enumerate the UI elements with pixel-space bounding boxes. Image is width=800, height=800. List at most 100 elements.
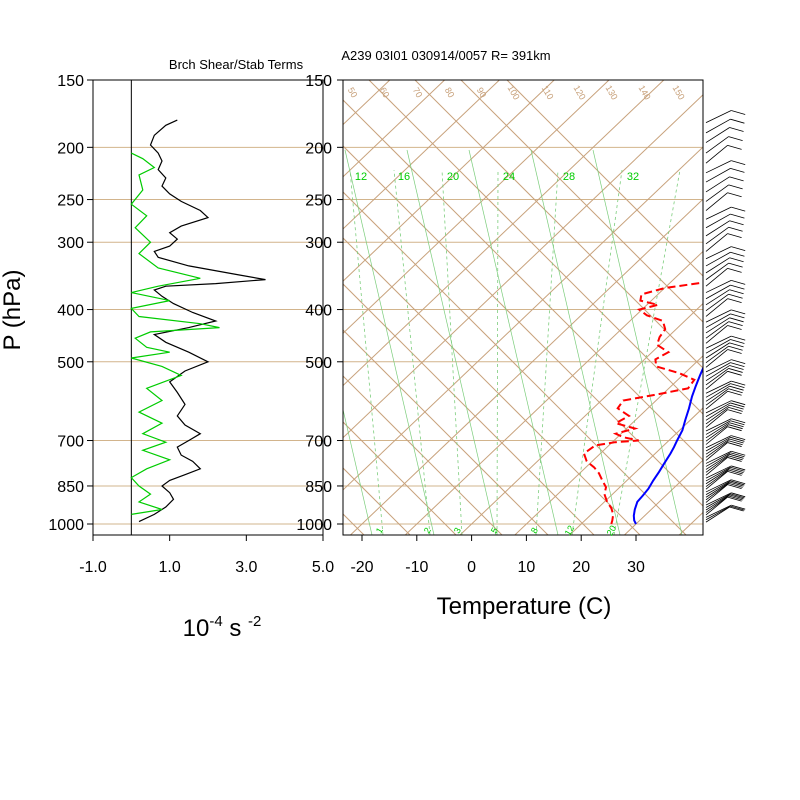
wind-barb-flag xyxy=(727,426,742,432)
wind-barb-staff xyxy=(705,457,728,476)
wind-barb-staff xyxy=(705,339,731,354)
left-series xyxy=(130,119,266,523)
unit-mid: s xyxy=(223,615,248,642)
wind-barb-flag xyxy=(729,365,744,370)
left-panel: 150 200 250 300 400 500 700 850 1000 -1.0 1.0 3.0 5… xyxy=(0,73,334,642)
wind-barb xyxy=(705,233,742,252)
wind-barb xyxy=(705,400,746,414)
wind-barb-flag xyxy=(729,317,744,323)
wind-barb-staff xyxy=(705,380,732,394)
theta-label: 70 xyxy=(411,86,425,100)
wind-barb xyxy=(705,309,746,323)
isotherm-line xyxy=(343,80,446,178)
wind-barb-flag xyxy=(731,450,746,456)
wind-barb-staff xyxy=(705,400,732,414)
temperature-line xyxy=(632,365,703,525)
wind-barb-staff xyxy=(705,289,730,306)
wind-barb xyxy=(705,402,745,417)
wind-barb xyxy=(705,168,745,183)
dry-adiabat-line xyxy=(414,80,703,369)
skewt-x-tick-label: 20 xyxy=(572,559,590,576)
wind-barb xyxy=(705,495,743,513)
wind-barb-staff xyxy=(705,436,731,452)
mixing-ratio-line xyxy=(613,169,681,535)
wind-barb xyxy=(705,317,744,334)
wind-barb-flag xyxy=(729,289,744,295)
wind-barb xyxy=(705,289,744,306)
wind-barb-staff xyxy=(705,362,731,377)
wind-barb-flag xyxy=(728,440,743,446)
left-y-tick-label: 850 xyxy=(57,479,84,496)
wind-barb-flag xyxy=(727,298,742,304)
theta-label: 60 xyxy=(378,86,392,100)
wind-barb-flag xyxy=(728,424,743,430)
wind-barb xyxy=(705,426,742,445)
wind-barb-staff xyxy=(705,293,729,312)
wind-barb-flag xyxy=(727,144,742,150)
wind-barb xyxy=(705,226,743,245)
wind-barb-staff xyxy=(705,335,732,349)
wind-barb-staff xyxy=(705,494,730,511)
wind-barb xyxy=(705,280,746,293)
dry-adiabat-line xyxy=(368,80,703,415)
moist-adiabat-line xyxy=(343,407,373,535)
wind-barb-staff xyxy=(705,383,731,398)
wind-barb-staff xyxy=(705,420,731,435)
wind-barb-staff xyxy=(705,136,729,154)
left-x-axis-label: 10-4 s -2 xyxy=(183,613,262,642)
skewt-x-tick-label: -20 xyxy=(350,559,373,576)
wind-barb-flag xyxy=(731,206,746,212)
unit-exp2: -2 xyxy=(248,613,261,630)
mixing-ratio-label-bottom: 8 xyxy=(529,526,540,535)
wind-barb xyxy=(705,435,746,449)
wind-barb-flag xyxy=(728,388,743,394)
left-x-ticks: -1.0 1.0 3.0 5.0 xyxy=(79,535,334,576)
wind-barb-staff xyxy=(705,418,732,432)
wind-barb-staff xyxy=(705,424,729,442)
wind-barb-staff xyxy=(705,452,731,467)
mixing-ratio-label-top: 24 xyxy=(503,171,515,183)
wind-barb-flag xyxy=(730,362,745,368)
moist-adiabat-line xyxy=(344,149,435,535)
wind-barb xyxy=(705,422,744,439)
left-x-tick-label: 1.0 xyxy=(159,559,181,576)
skewt-y-tick-label: 1000 xyxy=(296,517,332,534)
wind-barb-flag xyxy=(727,390,742,396)
wind-barb-flag xyxy=(731,280,746,285)
wind-barb xyxy=(705,160,746,174)
wind-barb-flag xyxy=(728,226,743,232)
wind-barb-flag xyxy=(728,495,743,501)
wind-barb-staff xyxy=(705,506,730,523)
wind-barb-staff xyxy=(705,479,732,493)
wind-barb-staff xyxy=(705,325,728,344)
left-y-tick-label: 200 xyxy=(57,140,84,157)
wind-barb xyxy=(705,468,744,485)
skewt-y-tick-label: 300 xyxy=(305,235,332,252)
wind-barb-flag xyxy=(729,404,744,410)
wind-barb-flag xyxy=(727,442,742,447)
wind-barb xyxy=(705,325,742,344)
wind-barb-flag xyxy=(728,469,743,475)
wind-barb-flag xyxy=(731,335,746,341)
wind-barb-flag xyxy=(729,342,744,348)
isotherm-line xyxy=(568,407,703,535)
wind-barb-staff xyxy=(705,184,729,202)
wind-barb-staff xyxy=(705,402,731,417)
wind-barb-flag xyxy=(727,349,742,354)
x-axis-label: Temperature (C) xyxy=(437,593,612,620)
mixing-ratio-line xyxy=(535,169,559,535)
mixing-ratio-label-bottom: 12 xyxy=(563,524,577,538)
wind-barb-staff xyxy=(705,168,731,183)
moist-adiabat-line xyxy=(530,149,621,535)
wind-barb-staff xyxy=(705,450,732,464)
wind-barb xyxy=(705,370,742,390)
wind-barb xyxy=(705,418,746,432)
wind-barb-flag xyxy=(731,160,746,166)
wind-barb-flag xyxy=(730,480,745,486)
wind-barb-staff xyxy=(705,409,728,428)
wind-barb-flag xyxy=(727,325,742,330)
skewt-y-tick-label: 200 xyxy=(305,140,332,157)
wind-barb-staff xyxy=(705,110,732,124)
